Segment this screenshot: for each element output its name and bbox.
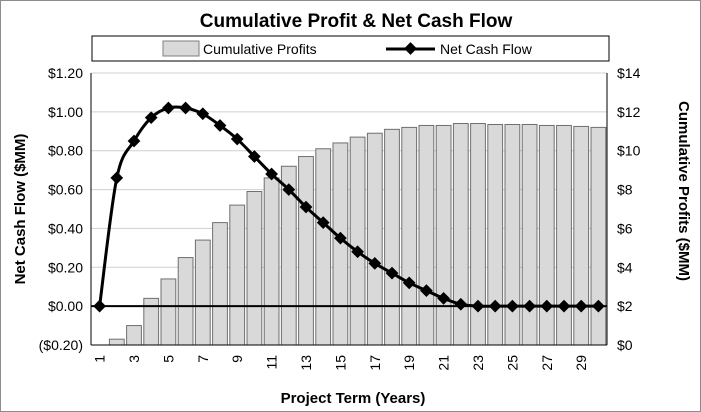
marker-net-cash-flow [282,183,296,196]
y-right-tick-label: $10 [617,143,641,159]
plot-axes [90,73,608,346]
y-right-tick-label: $0 [617,337,633,353]
marker-net-cash-flow [248,150,261,163]
y-left-tick-label: $0.60 [48,182,83,198]
y-left-tick-label: $0.40 [48,220,83,236]
x-tick-label: 15 [332,355,348,371]
x-tick-label: 29 [573,355,589,371]
bar-series-cumulative-profits [108,123,607,346]
marker-net-cash-flow [334,231,347,245]
y-left-tick-label: $0.20 [48,259,83,275]
marker-net-cash-flow [265,167,278,181]
bar-cumulative-profits [160,278,177,346]
bar-cumulative-profits [315,148,332,346]
marker-net-cash-flow [316,216,330,229]
legend-swatch-cumulative-profits [162,40,200,57]
x-tick-label: 3 [126,355,142,363]
x-tick-label: 13 [298,355,314,371]
bar-cumulative-profits [384,128,400,346]
y-left-tick-label: $1.20 [48,65,83,81]
y-right-tick-label: $14 [617,65,641,81]
y-left-tick-label: $0.80 [48,143,83,159]
marker-net-cash-flow [196,107,210,121]
marker-net-cash-flow [420,284,433,297]
x-axis-tick-labels: 1 3 5 7 9 11 13 15 17 19 21 23 25 27 29 [92,355,590,371]
bar-cumulative-profits [263,177,280,346]
y-right-tick-label: $12 [617,104,641,120]
bar-cumulative-profits [298,156,314,346]
marker-net-cash-flow [351,245,364,259]
y-right-tick-label: $6 [617,220,633,236]
marker-net-cash-flow [454,297,468,311]
y-right-tick-label: $2 [617,298,633,314]
line-series-net-cash-flow [93,101,605,313]
marker-net-cash-flow [471,299,485,313]
y-left-tick-label: ($0.20) [39,337,83,353]
x-axis-title: Project Term (Years) [281,390,426,407]
bar-cumulative-profits [435,124,452,346]
marker-net-cash-flow [93,299,106,313]
marker-net-cash-flow [488,299,502,313]
bar-cumulative-profits [229,204,246,346]
x-tick-label: 5 [160,355,176,363]
marker-net-cash-flow [179,101,192,115]
x-tick-label: 9 [229,355,245,363]
legend-marker-net-cash-flow [404,42,417,55]
y-axis-right-title: Cumulative Profits ($MM) [675,101,692,281]
y-left-tick-label: $1.00 [48,104,83,120]
marker-net-cash-flow [162,101,175,115]
bar-cumulative-profits [194,239,211,346]
legend-label-net-cash-flow: Net Cash Flow [440,41,533,57]
bar-cumulative-profits [418,124,435,346]
marker-net-cash-flow [368,257,382,270]
bar-cumulative-profits [126,325,142,346]
x-tick-label: 25 [504,355,520,371]
y-right-tick-label: $4 [617,259,633,275]
marker-net-cash-flow [110,171,124,185]
bar-cumulative-profits [401,126,418,346]
x-tick-label: 17 [367,355,383,371]
marker-net-cash-flow [299,200,313,214]
bar-cumulative-profits [452,123,469,346]
marker-net-cash-flow [144,111,158,125]
y-left-tick-label: $0.00 [48,298,83,314]
bar-cumulative-profits [366,132,383,346]
x-tick-label: 7 [195,355,211,363]
right-axis-tick-labels: $0 $2 $4 $6 $8 $10 $12 $14 [617,65,641,353]
marker-net-cash-flow [385,266,399,280]
x-tick-label: 27 [539,355,555,371]
chart-legend: Cumulative Profits Net Cash Flow [91,35,610,62]
x-tick-label: 23 [470,355,486,371]
bar-cumulative-profits [212,222,228,346]
marker-net-cash-flow [506,299,519,313]
marker-net-cash-flow [402,276,416,290]
legend-label-cumulative-profits: Cumulative Profits [203,41,317,57]
x-tick-label: 21 [436,355,452,371]
y-right-tick-label: $8 [617,182,633,198]
left-axis-tick-labels: ($0.20) $0.00 $0.20 $0.40 $0.60 $0.80 $1.00 $1.… [39,65,84,353]
bar-cumulative-profits [177,257,194,346]
x-tick-label: 1 [92,355,108,363]
x-tick-label: 11 [264,355,280,370]
marker-net-cash-flow [437,292,450,305]
chart-title: Cumulative Profit & Net Cash Flow [200,11,513,32]
marker-net-cash-flow [230,132,244,146]
bar-cumulative-profits [246,191,263,346]
bar-cumulative-profits [108,338,125,346]
y-axis-left-title: Net Cash Flow ($MM) [12,134,29,285]
x-tick-label: 19 [401,355,417,371]
marker-net-cash-flow [213,119,227,132]
bar-cumulative-profits [349,136,366,346]
marker-net-cash-flow [127,134,141,148]
